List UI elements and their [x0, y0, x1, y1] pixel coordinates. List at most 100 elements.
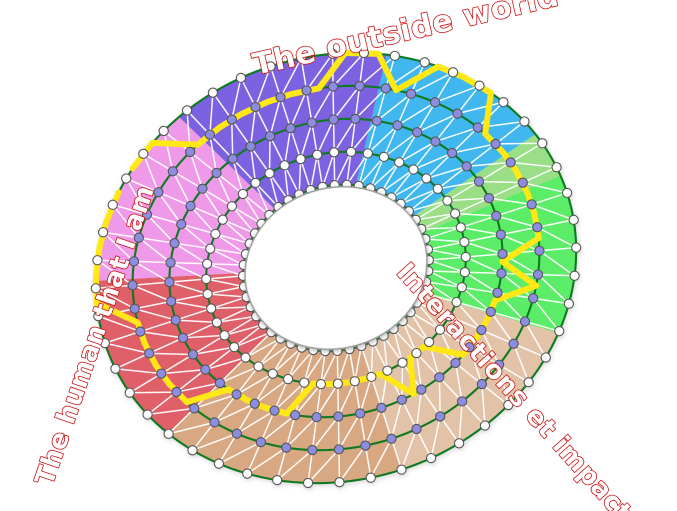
violet-node[interactable]: [354, 80, 365, 92]
white-node[interactable]: [411, 347, 422, 359]
violet-node[interactable]: [226, 114, 237, 125]
white-node[interactable]: [235, 72, 247, 84]
white-node[interactable]: [327, 48, 338, 59]
violet-node[interactable]: [184, 146, 196, 158]
violet-node[interactable]: [171, 386, 182, 398]
white-node[interactable]: [554, 326, 565, 337]
white-node[interactable]: [419, 57, 430, 68]
white-node[interactable]: [124, 387, 135, 398]
white-node[interactable]: [425, 452, 437, 464]
violet-node[interactable]: [517, 177, 528, 188]
white-node[interactable]: [366, 371, 377, 383]
violet-node[interactable]: [430, 136, 441, 147]
white-node[interactable]: [205, 243, 216, 254]
violet-node[interactable]: [333, 411, 344, 422]
violet-node[interactable]: [177, 332, 189, 344]
violet-node[interactable]: [472, 122, 483, 133]
violet-node[interactable]: [371, 115, 382, 127]
violet-node[interactable]: [185, 200, 196, 212]
white-node[interactable]: [229, 341, 240, 353]
white-node[interactable]: [442, 195, 453, 206]
violet-node[interactable]: [129, 303, 140, 314]
white-node[interactable]: [206, 303, 217, 314]
white-node[interactable]: [201, 258, 213, 269]
violet-node[interactable]: [446, 147, 458, 159]
white-node[interactable]: [571, 242, 582, 253]
violet-node[interactable]: [411, 423, 422, 435]
violet-node[interactable]: [464, 342, 475, 353]
white-node[interactable]: [479, 420, 491, 431]
white-node[interactable]: [187, 445, 198, 456]
white-node[interactable]: [240, 352, 251, 363]
violet-node[interactable]: [496, 268, 507, 279]
violet-node[interactable]: [264, 131, 276, 142]
white-node[interactable]: [345, 146, 357, 158]
white-node[interactable]: [378, 151, 390, 163]
violet-node[interactable]: [176, 219, 187, 230]
violet-node[interactable]: [275, 92, 286, 103]
violet-node[interactable]: [165, 257, 176, 268]
white-node[interactable]: [302, 477, 314, 489]
white-node[interactable]: [90, 283, 101, 294]
violet-node[interactable]: [170, 314, 181, 326]
violet-node[interactable]: [519, 316, 531, 327]
violet-node[interactable]: [269, 405, 280, 416]
violet-node[interactable]: [281, 442, 292, 453]
violet-node[interactable]: [209, 417, 220, 428]
violet-node[interactable]: [333, 444, 345, 455]
violet-node[interactable]: [328, 114, 339, 125]
violet-node[interactable]: [166, 296, 177, 307]
sector-red[interactable]: [95, 272, 272, 434]
violet-node[interactable]: [135, 326, 146, 337]
white-node[interactable]: [459, 267, 471, 278]
white-node[interactable]: [561, 187, 573, 199]
violet-node[interactable]: [290, 409, 301, 421]
white-node[interactable]: [498, 97, 509, 108]
white-node[interactable]: [202, 288, 213, 300]
white-node[interactable]: [444, 311, 455, 322]
violet-node[interactable]: [311, 411, 322, 423]
violet-node[interactable]: [301, 85, 312, 96]
white-node[interactable]: [382, 365, 393, 376]
white-node[interactable]: [421, 173, 432, 184]
white-node[interactable]: [334, 477, 345, 488]
violet-node[interactable]: [231, 389, 242, 400]
violet-node[interactable]: [350, 113, 361, 125]
violet-node[interactable]: [214, 377, 226, 389]
white-node[interactable]: [219, 330, 230, 341]
white-node[interactable]: [299, 377, 310, 388]
violet-node[interactable]: [452, 108, 463, 119]
white-node[interactable]: [349, 376, 360, 387]
white-node[interactable]: [563, 298, 575, 309]
white-node[interactable]: [332, 378, 344, 389]
violet-node[interactable]: [490, 138, 501, 150]
white-node[interactable]: [447, 67, 459, 78]
violet-node[interactable]: [360, 440, 371, 451]
white-node[interactable]: [99, 337, 111, 349]
violet-node[interactable]: [392, 120, 403, 131]
violet-node[interactable]: [144, 348, 155, 359]
violet-node[interactable]: [307, 444, 318, 456]
white-node[interactable]: [569, 270, 580, 281]
white-node[interactable]: [201, 273, 212, 285]
white-node[interactable]: [540, 352, 551, 363]
violet-node[interactable]: [483, 192, 495, 204]
violet-node[interactable]: [153, 187, 164, 198]
white-node[interactable]: [93, 310, 104, 322]
white-node[interactable]: [474, 80, 485, 91]
violet-node[interactable]: [532, 269, 544, 280]
white-node[interactable]: [272, 475, 283, 486]
white-node[interactable]: [282, 373, 294, 385]
violet-node[interactable]: [476, 378, 488, 390]
white-node[interactable]: [226, 201, 238, 212]
violet-node[interactable]: [497, 248, 508, 260]
white-node[interactable]: [295, 153, 306, 165]
violet-node[interactable]: [493, 359, 505, 370]
white-node[interactable]: [210, 228, 221, 240]
white-node[interactable]: [434, 324, 446, 335]
white-node[interactable]: [121, 173, 132, 184]
violet-node[interactable]: [473, 176, 485, 187]
white-node[interactable]: [328, 147, 340, 158]
sector-green-light[interactable]: [413, 134, 561, 233]
white-node[interactable]: [449, 208, 461, 219]
